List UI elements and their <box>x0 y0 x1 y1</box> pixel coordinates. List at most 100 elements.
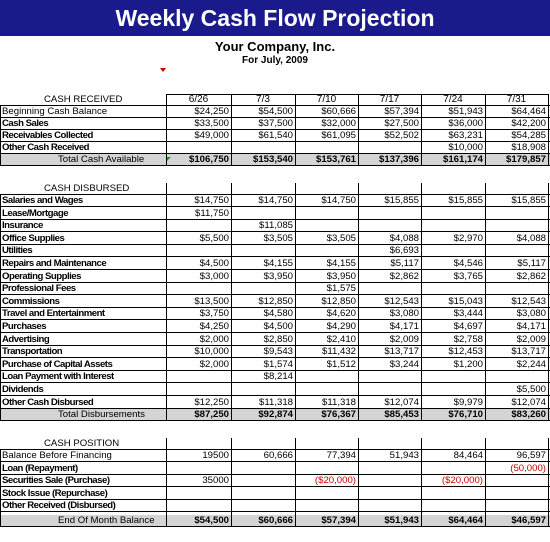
cell-week-5[interactable]: $2,758 <box>453 333 483 345</box>
cell-week-1[interactable] <box>166 283 231 295</box>
cell-week-1[interactable]: $54,500 <box>194 515 229 526</box>
cell-week-4[interactable]: $4,088 <box>389 232 419 244</box>
cell-week-4[interactable]: $5,117 <box>390 258 419 269</box>
cell-week-1[interactable]: $4,250 <box>199 321 229 332</box>
cell-week-2[interactable]: $4,580 <box>263 308 293 320</box>
cell-week-6[interactable] <box>485 245 548 257</box>
cell-week-5[interactable]: $1,200 <box>453 358 483 370</box>
cell-week-6[interactable]: $179,857 <box>505 154 546 165</box>
cell-week-2[interactable]: 60,666 <box>263 450 293 461</box>
cell-week-4[interactable]: $3,080 <box>389 308 419 320</box>
cell-week-6[interactable]: 7/31 <box>506 94 527 105</box>
cell-week-2[interactable]: $153,540 <box>252 154 293 165</box>
cell-week-2[interactable] <box>231 142 295 154</box>
cell-week-5[interactable]: $63,231 <box>448 130 483 141</box>
cell-week-3[interactable]: $12,850 <box>321 295 356 307</box>
cell-week-2[interactable]: $4,155 <box>263 258 293 269</box>
cell-week-4[interactable]: $27,500 <box>384 118 419 129</box>
cell-week-2[interactable]: $3,950 <box>263 270 293 282</box>
cell-week-5[interactable]: $51,943 <box>448 106 483 117</box>
cell-week-2[interactable]: $9,543 <box>263 346 293 358</box>
cell-week-2[interactable]: $3,505 <box>263 232 293 244</box>
cell-week-3[interactable]: $76,367 <box>321 409 356 421</box>
cell-week-5[interactable] <box>421 488 485 500</box>
cell-week-6[interactable]: $3,080 <box>516 308 546 320</box>
cell-week-5[interactable]: $64,464 <box>448 515 483 526</box>
cell-week-4[interactable] <box>358 220 421 232</box>
cell-week-6[interactable]: 96,597 <box>516 450 546 461</box>
cell-week-1[interactable]: $11,750 <box>195 207 229 219</box>
cell-week-3[interactable]: $4,620 <box>326 308 356 320</box>
cell-week-2[interactable]: $92,874 <box>258 409 293 421</box>
cell-week-4[interactable]: $57,394 <box>384 106 419 117</box>
cell-week-6[interactable]: $12,074 <box>511 396 546 408</box>
cell-week-5[interactable]: $3,444 <box>453 308 483 320</box>
cell-week-3[interactable]: $153,761 <box>315 154 356 165</box>
cell-week-6[interactable]: $13,717 <box>511 346 546 358</box>
cell-week-4[interactable]: $51,943 <box>384 515 419 526</box>
cell-week-2[interactable]: $11,318 <box>259 396 293 408</box>
cell-week-6[interactable]: $4,171 <box>516 321 546 332</box>
cell-week-1[interactable] <box>166 463 231 475</box>
cell-week-3[interactable]: $1,512 <box>326 358 356 370</box>
cell-week-4[interactable]: $3,244 <box>389 358 419 370</box>
cell-week-1[interactable]: $5,500 <box>199 232 229 244</box>
cell-week-2[interactable]: $1,574 <box>263 358 293 370</box>
cell-week-1[interactable]: $24,250 <box>194 106 229 117</box>
cell-week-1[interactable]: $10,000 <box>194 346 229 358</box>
cell-week-5[interactable]: $161,174 <box>442 154 483 165</box>
cell-week-3[interactable]: $4,155 <box>326 258 356 269</box>
cell-week-5[interactable]: $36,000 <box>448 118 483 129</box>
cell-week-5[interactable]: $3,765 <box>453 270 483 282</box>
cell-week-6[interactable]: $46,597 <box>511 515 546 526</box>
cell-week-1[interactable]: $13,500 <box>194 295 229 307</box>
cell-week-3[interactable] <box>295 384 358 396</box>
cell-week-6[interactable]: $5,117 <box>517 258 546 269</box>
cell-week-4[interactable]: $12,074 <box>384 396 419 408</box>
cell-week-2[interactable] <box>231 500 295 512</box>
cell-week-1[interactable] <box>166 245 231 257</box>
cell-week-5[interactable]: $15,043 <box>448 295 483 307</box>
cell-week-6[interactable] <box>485 488 548 500</box>
cell-week-4[interactable] <box>358 142 421 154</box>
cell-week-3[interactable]: $11,432 <box>322 346 356 358</box>
cell-week-3[interactable] <box>295 208 358 220</box>
cell-week-3[interactable]: $32,000 <box>321 118 356 129</box>
cell-week-3[interactable] <box>295 220 358 232</box>
cell-week-3[interactable]: 77,394 <box>326 450 356 461</box>
cell-week-6[interactable]: $18,908 <box>511 142 546 153</box>
cell-week-3[interactable] <box>295 463 358 475</box>
cell-week-2[interactable] <box>231 475 295 487</box>
cell-week-1[interactable]: $3,750 <box>199 308 229 320</box>
cell-week-5[interactable] <box>421 283 485 295</box>
cell-week-6[interactable]: $12,543 <box>511 295 546 307</box>
cell-week-1[interactable] <box>166 220 231 232</box>
cell-week-5[interactable]: $9,979 <box>453 396 483 408</box>
cell-week-1[interactable]: $12,250 <box>194 396 229 408</box>
cell-week-6[interactable]: $4,088 <box>516 232 546 244</box>
cell-week-2[interactable]: $61,540 <box>258 130 293 141</box>
cell-week-4[interactable] <box>358 283 421 295</box>
cell-week-3[interactable]: $61,095 <box>321 130 356 141</box>
cell-week-3[interactable]: $4,290 <box>326 321 356 332</box>
cell-week-5[interactable] <box>421 220 485 232</box>
cell-week-6[interactable]: $2,862 <box>516 270 546 282</box>
cell-week-5[interactable]: $2,970 <box>453 232 483 244</box>
cell-week-4[interactable] <box>358 384 421 396</box>
cell-week-5[interactable]: $12,453 <box>448 346 483 358</box>
cell-week-1[interactable]: 19500 <box>202 450 229 461</box>
cell-week-4[interactable]: 7/17 <box>379 94 400 105</box>
cell-week-2[interactable] <box>231 384 295 396</box>
cell-week-5[interactable] <box>421 245 485 257</box>
cell-week-4[interactable] <box>358 488 421 500</box>
cell-week-3[interactable]: 7/10 <box>316 94 337 105</box>
cell-week-4[interactable]: $137,396 <box>378 154 419 165</box>
cell-week-5[interactable] <box>421 500 485 512</box>
cell-week-4[interactable]: $52,502 <box>384 130 419 141</box>
cell-week-6[interactable] <box>485 208 548 220</box>
cell-week-5[interactable]: $10,000 <box>448 142 483 153</box>
cell-week-6[interactable] <box>485 475 548 487</box>
cell-week-3[interactable]: $60,666 <box>321 106 356 117</box>
cell-week-4[interactable]: $12,543 <box>384 295 419 307</box>
cell-week-3[interactable]: $1,575 <box>326 283 356 295</box>
